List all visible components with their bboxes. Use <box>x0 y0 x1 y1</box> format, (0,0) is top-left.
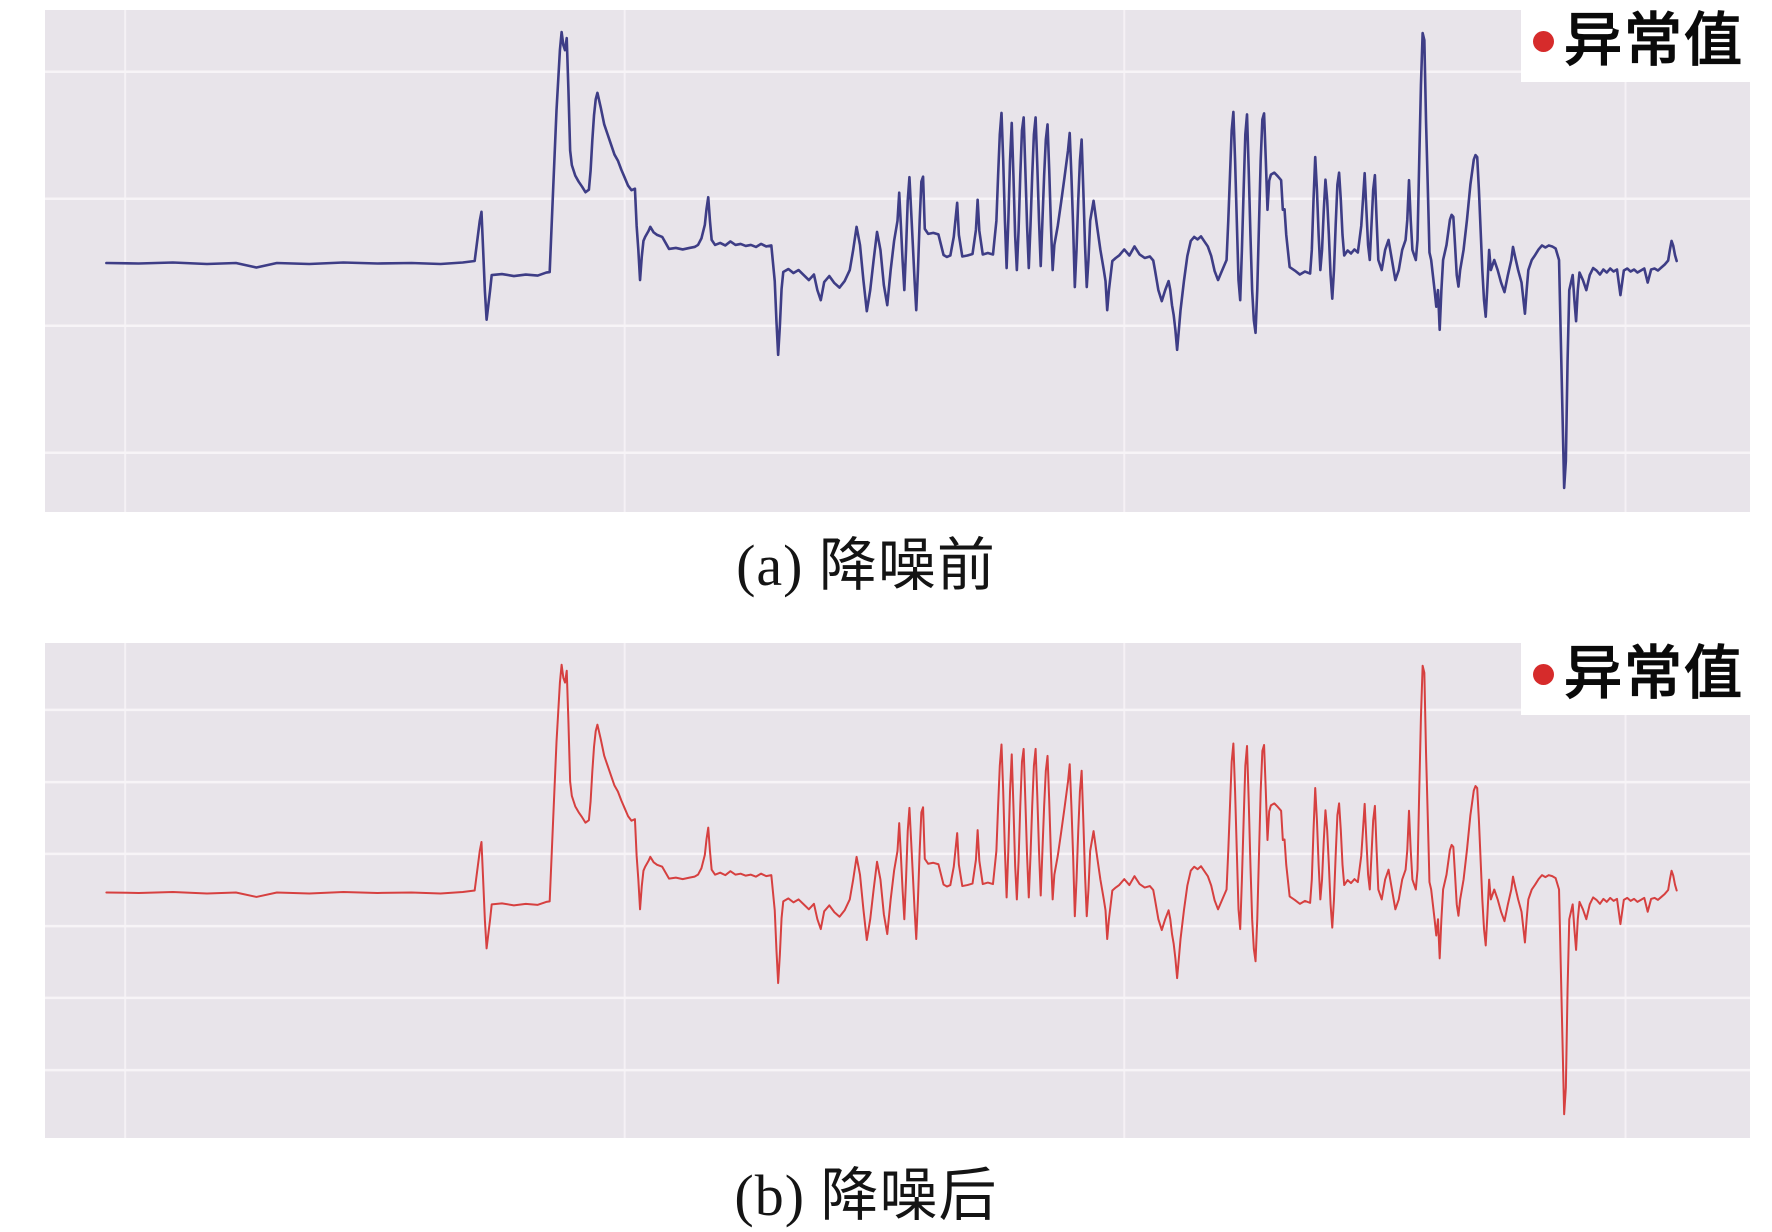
caption-after: (b) 降噪后 <box>734 1163 998 1228</box>
outlier-marker-icon <box>1532 663 1554 685</box>
waveform-after-svg <box>45 643 1750 1138</box>
chart-before-denoise: 异常值 <box>45 8 1772 512</box>
legend-label: 异常值 <box>1563 8 1744 73</box>
waveform-before-svg <box>45 10 1750 512</box>
caption-before: (a) 降噪前 <box>736 533 996 598</box>
chart-after-denoise: 异常值 <box>45 641 1772 1138</box>
outlier-marker-icon <box>1532 30 1554 52</box>
legend-after: 异常值 <box>1520 641 1772 715</box>
legend-before: 异常值 <box>1520 8 1772 82</box>
legend-label: 异常值 <box>1563 641 1744 706</box>
